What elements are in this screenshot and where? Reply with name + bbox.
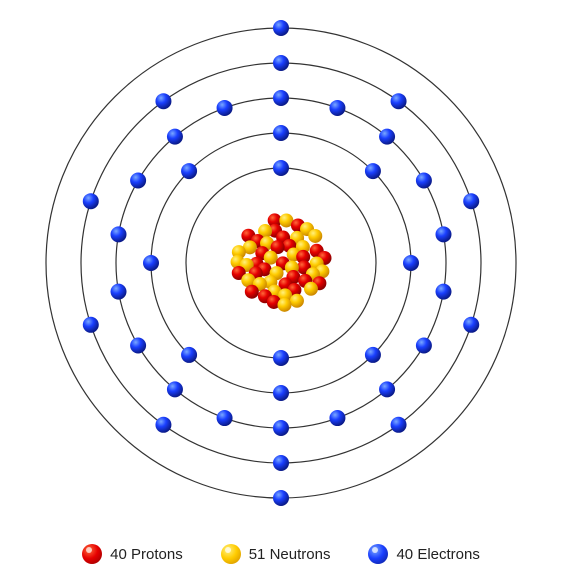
electron	[273, 350, 289, 366]
legend-sphere-icon	[368, 544, 388, 564]
electron	[435, 226, 451, 242]
electron	[391, 93, 407, 109]
electron	[416, 338, 432, 354]
electron	[463, 317, 479, 333]
electron	[217, 410, 233, 426]
electron	[181, 347, 197, 363]
legend: 40 Protons 51 Neutrons 40 Electrons	[0, 544, 562, 564]
legend-item-protons: 40 Protons	[82, 544, 183, 564]
legend-item-electrons: 40 Electrons	[368, 544, 479, 564]
electron	[143, 255, 159, 271]
electron	[155, 417, 171, 433]
legend-count: 40	[110, 546, 127, 563]
electron	[83, 193, 99, 209]
electron	[273, 385, 289, 401]
electron	[435, 284, 451, 300]
legend-sphere-icon	[82, 544, 102, 564]
atom-svg	[0, 0, 562, 520]
electron	[130, 338, 146, 354]
electron	[365, 163, 381, 179]
electron	[167, 129, 183, 145]
electron	[273, 490, 289, 506]
legend-label: 40 Electrons	[396, 546, 479, 563]
electron	[273, 90, 289, 106]
electron	[111, 226, 127, 242]
legend-label: 51 Neutrons	[249, 546, 331, 563]
electron	[217, 100, 233, 116]
neutron	[290, 294, 304, 308]
electron	[403, 255, 419, 271]
legend-text: Protons	[131, 546, 183, 563]
electron	[167, 381, 183, 397]
nucleus	[231, 213, 332, 311]
electron	[273, 125, 289, 141]
electron	[379, 129, 395, 145]
proton	[245, 285, 259, 299]
electron	[273, 455, 289, 471]
legend-label: 40 Protons	[110, 546, 183, 563]
electron	[273, 160, 289, 176]
electron	[329, 410, 345, 426]
electron	[130, 173, 146, 189]
electron	[463, 193, 479, 209]
electron	[365, 347, 381, 363]
legend-text: Electrons	[417, 546, 480, 563]
atom-diagram	[0, 0, 562, 520]
electron	[155, 93, 171, 109]
legend-count: 51	[249, 546, 266, 563]
electron	[379, 381, 395, 397]
neutron	[308, 229, 322, 243]
legend-item-neutrons: 51 Neutrons	[221, 544, 331, 564]
electron	[391, 417, 407, 433]
electron	[273, 20, 289, 36]
electron	[273, 55, 289, 71]
electron	[416, 173, 432, 189]
electron	[329, 100, 345, 116]
neutron	[278, 298, 292, 312]
legend-sphere-icon	[221, 544, 241, 564]
legend-text: Neutrons	[270, 546, 331, 563]
electron	[83, 317, 99, 333]
neutron	[304, 282, 318, 296]
electron	[273, 420, 289, 436]
legend-count: 40	[396, 546, 413, 563]
electron	[181, 163, 197, 179]
electron	[111, 284, 127, 300]
